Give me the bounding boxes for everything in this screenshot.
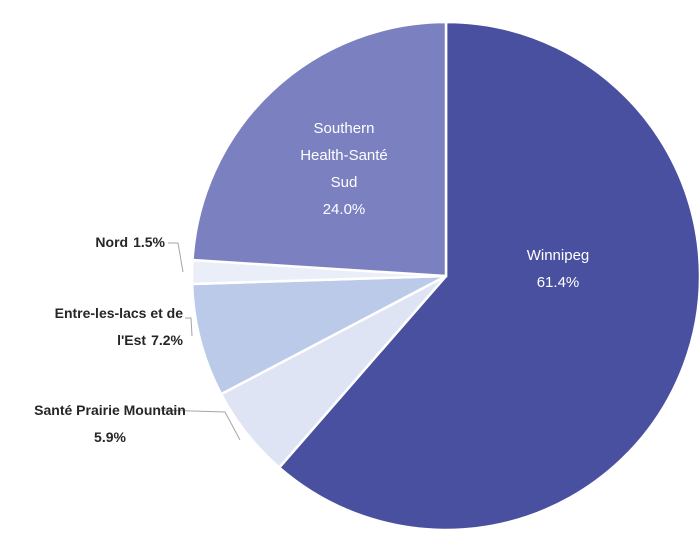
data-label: Santé Prairie Mountain 5.9% [30, 397, 190, 451]
value-label: 1.5% [133, 234, 165, 250]
category-label: Santé Prairie Mountain [34, 402, 186, 418]
value-label: 61.4% [536, 274, 580, 291]
leader-line [159, 409, 241, 441]
value-label: 5.9% [94, 429, 126, 445]
category-label: Nord [95, 234, 129, 250]
data-label: Winnipeg 61.4% [498, 242, 618, 296]
slice [191, 20, 448, 278]
data-label: Southern Health-Santé Sud 24.0% [290, 115, 398, 223]
category-label: Southern Health-Santé Sud [300, 120, 388, 191]
value-label: 24.0% [322, 201, 366, 218]
category-label: Winnipeg [526, 247, 590, 264]
category-label: Entre-les-lacs et de l'Est [54, 305, 183, 348]
leader-line [168, 242, 184, 273]
data-label: Nord 1.5% [20, 229, 165, 256]
slice [277, 20, 700, 532]
slice [190, 274, 447, 396]
value-label: 7.2% [151, 332, 183, 348]
data-label: Entre-les-lacs et de l'Est 7.2% [0, 300, 183, 354]
leader-line [185, 317, 193, 337]
